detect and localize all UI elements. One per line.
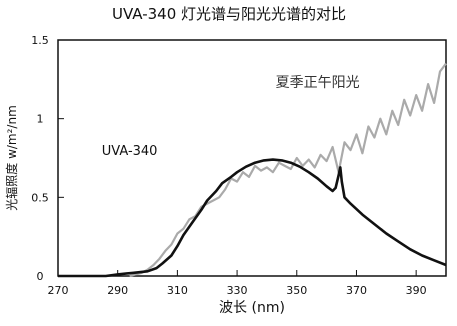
x-tick-label: 290 bbox=[107, 284, 128, 297]
plot-frame bbox=[57, 39, 447, 277]
y-tick-label: 1 bbox=[37, 113, 44, 126]
x-tick-label: 390 bbox=[406, 284, 427, 297]
y-tick-label: 1.5 bbox=[31, 34, 49, 47]
chart-title: UVA-340 灯光谱与阳光光谱的对比 bbox=[112, 5, 346, 23]
x-tick-label: 350 bbox=[286, 284, 307, 297]
y-axis-label: 光辐照度 w/m²/nm bbox=[4, 105, 19, 211]
x-tick-label: 330 bbox=[227, 284, 248, 297]
x-axis-label: 波长 (nm) bbox=[219, 300, 285, 316]
annotation-uva340: UVA-340 bbox=[102, 144, 158, 159]
x-tick-label: 270 bbox=[48, 284, 69, 297]
series-line-sunlight bbox=[129, 62, 447, 278]
series-line-uva340 bbox=[58, 158, 447, 278]
x-tick-label: 370 bbox=[346, 284, 367, 297]
annotation-sunlight: 夏季正午阳光 bbox=[276, 75, 360, 91]
x-tick-label: 310 bbox=[167, 284, 188, 297]
y-tick-label: 0 bbox=[37, 270, 44, 283]
y-tick-label: 0.5 bbox=[31, 191, 49, 204]
